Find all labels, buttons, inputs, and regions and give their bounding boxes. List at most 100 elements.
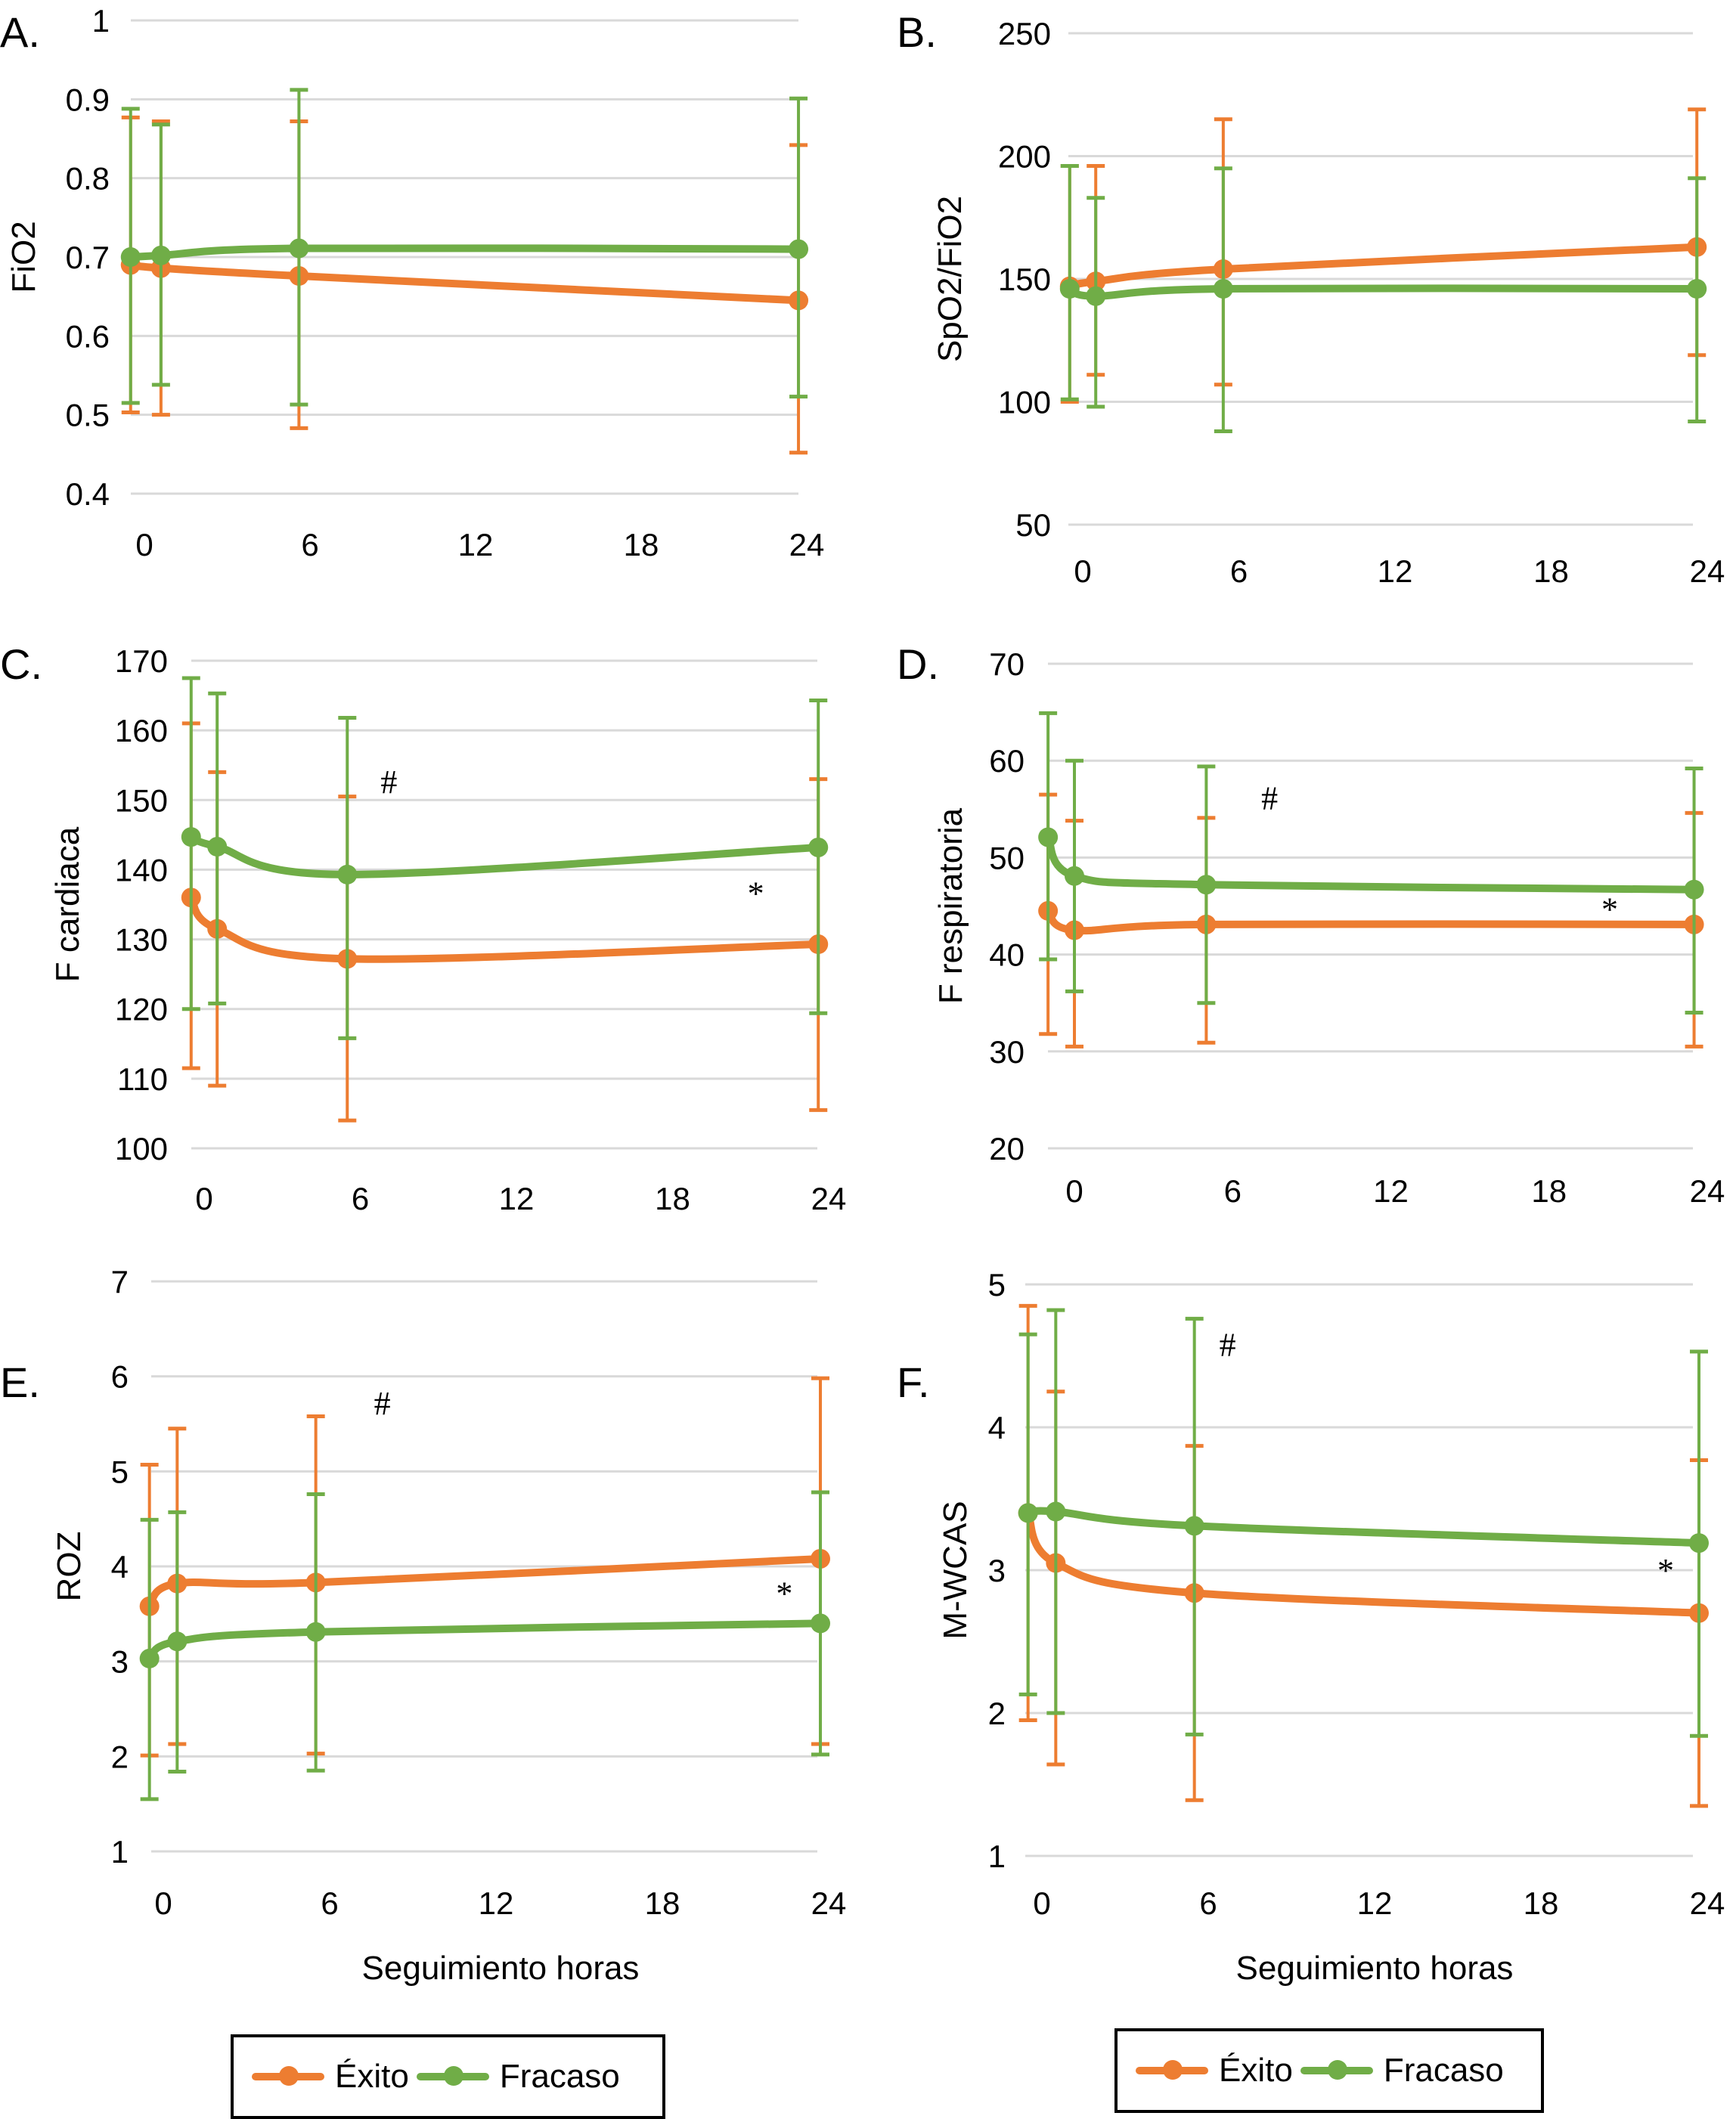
- significance-hash: #: [1261, 779, 1278, 816]
- x-tick-label: 18: [1533, 553, 1569, 589]
- data-point: [120, 247, 141, 267]
- data-point: [289, 238, 309, 259]
- x-tick-label: 12: [458, 527, 494, 562]
- data-point: [811, 1613, 830, 1634]
- panel-a: A. 0.4 0.5 0.6 0.7 0.8 0.9 1 0 6 12 18 24 FiO2: [0, 3, 824, 562]
- y-tick-label: 4: [988, 1410, 1006, 1445]
- y-tick-label: 3: [988, 1553, 1006, 1588]
- y-tick-label: 110: [117, 1061, 168, 1097]
- legend-marker-exito-icon: [252, 2066, 324, 2086]
- y-tick-label: 1: [111, 1834, 129, 1870]
- y-tick-label: 250: [998, 16, 1051, 51]
- x-tick-label: 18: [1524, 1885, 1559, 1921]
- series-line: [1024, 1509, 1703, 1617]
- data-point: [337, 864, 358, 884]
- x-tick-label: 12: [499, 1181, 535, 1216]
- significance-asterisk: *: [776, 1575, 792, 1612]
- legend-marker-fracaso-icon: [416, 2066, 489, 2086]
- series-line: [1065, 243, 1701, 290]
- y-tick-label: 50: [989, 840, 1025, 875]
- series-line: [1065, 284, 1701, 300]
- y-tick-label: 5: [111, 1454, 129, 1489]
- y-tick-label: 20: [989, 1131, 1025, 1166]
- legend-marker-fracaso-icon: [1300, 2060, 1373, 2080]
- panel-label: B.: [897, 8, 937, 56]
- data-point: [150, 245, 171, 265]
- significance-hash: #: [380, 764, 397, 801]
- y-tick-label: 200: [998, 139, 1051, 175]
- x-tick-label: 18: [1531, 1173, 1567, 1209]
- y-tick-label: 100: [115, 1131, 168, 1166]
- series-exito: [1059, 107, 1707, 404]
- significance-asterisk: *: [1601, 891, 1618, 928]
- series-line: [1024, 1507, 1703, 1547]
- series-line: [145, 1619, 824, 1662]
- series-exito: [1018, 1303, 1709, 1808]
- y-tick-label: 0.8: [66, 161, 110, 197]
- y-tick-label: 0.6: [66, 318, 110, 354]
- y-tick-label: 120: [115, 992, 168, 1027]
- panel-b: B. 50 100 150 200 250 0 6 12 18 24 SpO2/FiO2: [897, 8, 1725, 589]
- data-point: [1046, 1501, 1066, 1522]
- x-tick-label: 18: [655, 1181, 690, 1216]
- data-point: [139, 1648, 160, 1668]
- data-point: [1213, 279, 1233, 299]
- significance-hash: #: [374, 1385, 391, 1422]
- legend-right: Éxito Fracaso: [1114, 2028, 1544, 2113]
- y-tick-label: 6: [111, 1359, 129, 1395]
- x-tick-label: 24: [789, 527, 825, 562]
- data-point: [1086, 286, 1106, 306]
- series-fracaso: [181, 676, 829, 1040]
- legend-label-exito: Éxito: [1219, 2052, 1293, 2089]
- data-point: [305, 1622, 326, 1642]
- panel-label: D.: [897, 640, 939, 688]
- significance-hash: #: [1220, 1327, 1236, 1364]
- x-tick-label: 0: [154, 1885, 172, 1921]
- panel-c: C. 100 110 120 130 140 150 160 170 0 6 12 18 24 F card…: [0, 640, 846, 1216]
- x-tick-label: 24: [1690, 1173, 1725, 1209]
- panel-label: A.: [0, 8, 40, 56]
- data-point: [1038, 827, 1059, 847]
- y-tick-label: 2: [111, 1739, 129, 1774]
- x-tick-label: 0: [195, 1181, 212, 1216]
- legend-item-fracaso: Fracaso: [416, 2058, 620, 2096]
- y-tick-label: 150: [998, 262, 1051, 297]
- legend-label-fracaso: Fracaso: [1383, 2052, 1504, 2089]
- series-line: [187, 894, 823, 963]
- data-point: [789, 239, 809, 259]
- x-tick-label: 18: [624, 527, 659, 562]
- y-tick-label: 140: [115, 852, 168, 888]
- significance-asterisk: *: [1657, 1552, 1674, 1589]
- y-tick-label: 0.9: [66, 82, 110, 117]
- x-tick-label: 18: [645, 1885, 680, 1921]
- x-axis-title: Seguimiento horas: [1236, 1950, 1514, 1987]
- y-axis-title: ROZ: [51, 1532, 88, 1602]
- y-tick-label: 1: [92, 3, 110, 39]
- x-tick-label: 0: [135, 527, 153, 562]
- series-line: [1044, 833, 1698, 894]
- y-axis-title: F cardiaca: [49, 826, 86, 982]
- panel-d: D. 20 30 40 50 60 70 0 6 12 18 24 F respiratoria # *: [897, 640, 1725, 1209]
- x-tick-label: 6: [301, 527, 318, 562]
- x-tick-label: 6: [1230, 553, 1248, 589]
- series-fracaso: [1059, 164, 1707, 433]
- y-axis-title: F respiratoria: [932, 807, 969, 1004]
- y-tick-label: 7: [111, 1264, 129, 1300]
- y-tick-label: 50: [1015, 507, 1051, 543]
- x-tick-label: 0: [1033, 1885, 1050, 1921]
- x-tick-label: 24: [1690, 553, 1725, 589]
- x-tick-label: 6: [321, 1885, 338, 1921]
- x-tick-label: 6: [1199, 1885, 1217, 1921]
- data-point: [207, 837, 228, 857]
- data-point: [1065, 866, 1084, 886]
- legend-item-exito: Éxito: [252, 2058, 409, 2096]
- legend-label-fracaso: Fracaso: [499, 2058, 620, 2095]
- x-tick-label: 24: [811, 1181, 847, 1216]
- panel-label: F.: [897, 1358, 930, 1406]
- series-line: [1044, 906, 1698, 935]
- y-tick-label: 130: [115, 922, 168, 958]
- series-exito: [120, 115, 809, 455]
- data-point: [1018, 1503, 1038, 1523]
- panel-label: C.: [0, 640, 42, 688]
- x-tick-label: 24: [811, 1885, 847, 1921]
